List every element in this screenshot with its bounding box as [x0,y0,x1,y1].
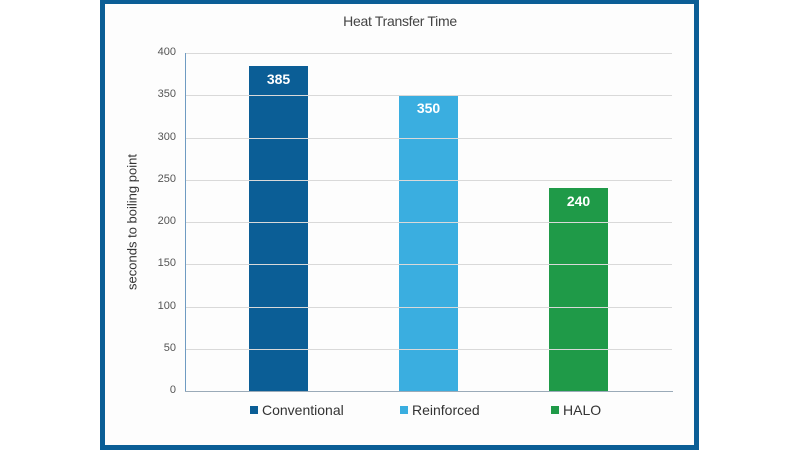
y-tick-label: 50 [163,341,176,354]
bar-halo: 240 [549,188,608,391]
x-axis [185,391,673,392]
gridline [186,95,672,97]
legend-label: Conventional [262,402,344,418]
gridline [186,53,672,54]
legend-item-conventional: Conventional [250,402,344,418]
y-tick-label: 0 [169,384,176,396]
bar-conventional: 385 [249,65,308,391]
chart-title: Heat Transfer Time [343,13,457,29]
bar-value-label: 350 [416,100,441,117]
legend-swatch-icon [250,406,258,414]
y-tick-label: 400 [157,46,176,58]
gridline [186,306,672,308]
legend-item-halo: HALO [551,402,601,418]
gridline [186,222,672,223]
gridline [186,179,672,181]
y-tick-label: 350 [157,88,176,101]
legend-swatch-icon [551,406,559,414]
gridline [186,137,672,139]
gridline [186,348,672,350]
y-tick-label: 100 [157,299,176,312]
y-axis [185,53,186,391]
gridline [186,264,672,266]
y-tick-label: 300 [157,130,176,143]
y-tick-label: 200 [157,215,176,227]
legend-label: HALO [563,402,602,418]
y-tick-label: 150 [157,257,176,270]
bar-value-label: 240 [566,193,591,210]
bar-value-label: 385 [266,70,291,87]
legend-label: Reinforced [412,402,480,418]
bar-reinforced: 350 [399,95,458,391]
y-tick-label: 250 [157,172,176,185]
legend-item-reinforced: Reinforced [400,402,480,418]
legend-swatch-icon [400,406,408,414]
